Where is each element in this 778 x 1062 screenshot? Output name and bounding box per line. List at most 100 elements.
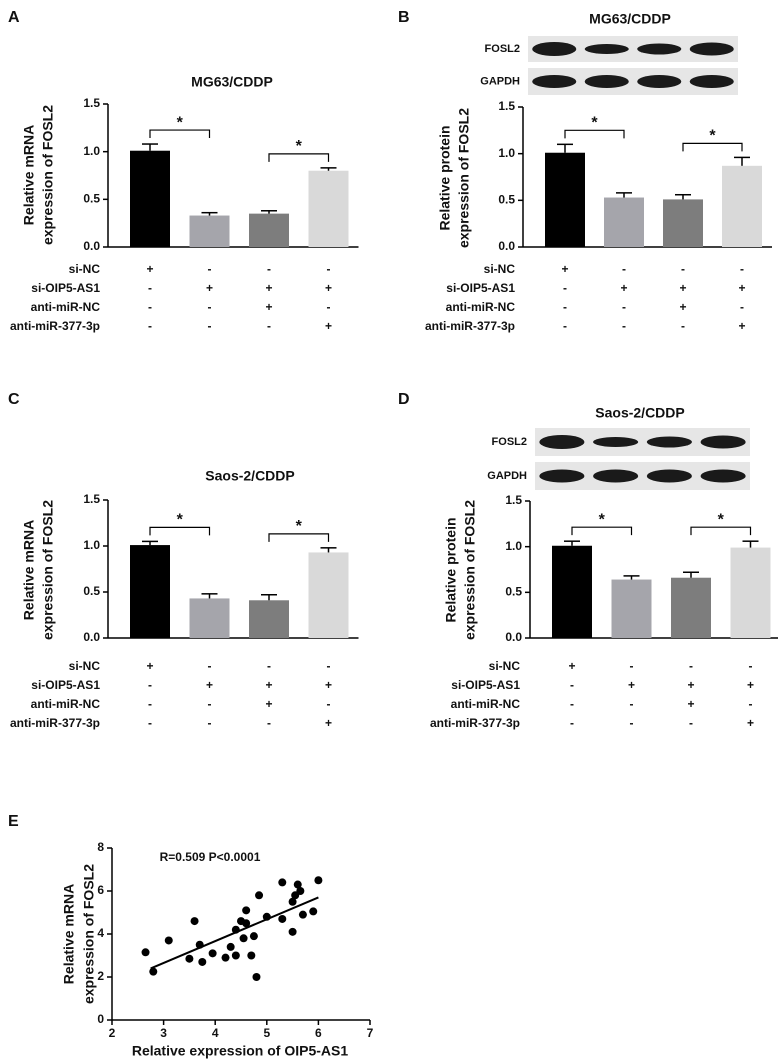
panel-label: A (8, 9, 20, 26)
condition-sign: + (265, 281, 272, 295)
significance-label: * (709, 128, 716, 145)
y-axis-title: expression of FOSL2 (456, 108, 472, 248)
panel-label: C (8, 391, 20, 408)
significance-label: * (718, 511, 725, 528)
scatter-point (190, 917, 199, 926)
x-tick-label: 6 (315, 1026, 322, 1040)
condition-sign: - (563, 319, 567, 333)
bar (611, 579, 652, 638)
condition-sign: - (267, 262, 271, 276)
blot-band (646, 436, 692, 448)
bar (552, 545, 592, 638)
scatter-point (298, 910, 307, 919)
condition-sign: - (563, 300, 567, 314)
significance-bracket (268, 533, 330, 542)
scatter-point (239, 934, 248, 943)
condition-sign: - (740, 300, 744, 314)
y-axis-title: expression of FOSL2 (40, 105, 56, 245)
scatter-point (255, 891, 264, 900)
blot-band (689, 75, 734, 88)
condition-sign: + (265, 678, 272, 692)
condition-sign: - (148, 319, 152, 333)
scatter-point (249, 932, 258, 941)
condition-sign: - (563, 281, 567, 295)
condition-sign: + (747, 716, 754, 730)
condition-label: si-NC (484, 262, 516, 276)
blot-band (584, 75, 629, 88)
condition-sign: - (267, 716, 271, 730)
significance-bracket (690, 526, 752, 536)
x-tick-label: 2 (109, 1026, 116, 1040)
chart-title: MG63/CDDP (589, 11, 671, 27)
bar (189, 598, 230, 638)
y-axis-title: Relative mRNA (21, 520, 37, 620)
blot-label: FOSL2 (492, 436, 527, 448)
panel-label: E (8, 813, 19, 830)
condition-sign: + (265, 697, 272, 711)
scatter-point (288, 897, 297, 906)
blot-band (584, 44, 629, 54)
x-axis-title: Relative expression of OIP5-AS1 (132, 1043, 349, 1059)
scatter-point (314, 876, 323, 885)
blot-band (593, 437, 639, 447)
scatter-point (185, 954, 194, 963)
condition-sign: + (265, 300, 272, 314)
condition-sign: - (681, 319, 685, 333)
chart-title: Saos-2/CDDP (595, 405, 684, 421)
x-tick-label: 4 (212, 1026, 219, 1040)
condition-sign: - (327, 300, 331, 314)
condition-sign: - (570, 697, 574, 711)
y-tick-label: 1.0 (498, 146, 515, 160)
condition-sign: - (208, 262, 212, 276)
panel-label: B (398, 9, 410, 26)
blot-band (593, 469, 639, 483)
blot-label: GAPDH (487, 470, 527, 482)
condition-sign: - (148, 716, 152, 730)
y-tick-label: 0.0 (498, 239, 515, 253)
condition-sign: - (749, 659, 753, 673)
significance-label: * (177, 512, 184, 529)
y-tick-label: 1.0 (505, 539, 522, 553)
condition-sign: - (208, 319, 212, 333)
scatter-point (247, 951, 256, 960)
condition-label: si-OIP5-AS1 (451, 678, 520, 692)
significance-label: * (177, 114, 184, 131)
y-tick-label: 2 (97, 969, 104, 983)
condition-sign: - (681, 262, 685, 276)
y-tick-label: 8 (97, 840, 104, 854)
blot-band (689, 42, 734, 56)
significance-bracket (268, 153, 330, 162)
x-tick-label: 5 (263, 1026, 270, 1040)
significance-label: * (599, 511, 606, 528)
significance-label: * (591, 115, 598, 132)
condition-label: anti-miR-NC (31, 697, 101, 711)
significance-bracket (682, 142, 743, 152)
condition-sign: + (206, 678, 213, 692)
panel-label: D (398, 391, 410, 408)
scatter-point (296, 887, 305, 895)
bar (545, 152, 585, 247)
scatter-point (293, 880, 302, 889)
y-tick-label: 0 (97, 1012, 104, 1026)
significance-bracket (149, 129, 211, 139)
bar (663, 199, 703, 247)
condition-sign: - (267, 319, 271, 333)
condition-label: anti-miR-NC (31, 300, 101, 314)
condition-sign: + (747, 678, 754, 692)
condition-label: anti-miR-377-3p (10, 716, 100, 730)
y-axis-title: Relative mRNA (61, 884, 77, 984)
condition-sign: + (679, 300, 686, 314)
blot-band (637, 75, 682, 88)
blot-label: GAPDH (480, 75, 520, 87)
blot-band (539, 435, 585, 449)
blot-band (646, 469, 692, 483)
condition-sign: - (208, 300, 212, 314)
y-tick-label: 0.5 (83, 584, 100, 598)
significance-label: * (296, 138, 303, 155)
scatter-point (141, 948, 150, 957)
y-tick-label: 0.0 (83, 239, 100, 253)
condition-label: anti-miR-377-3p (10, 319, 100, 333)
condition-sign: + (679, 281, 686, 295)
condition-sign: - (208, 659, 212, 673)
condition-label: anti-miR-NC (446, 300, 516, 314)
